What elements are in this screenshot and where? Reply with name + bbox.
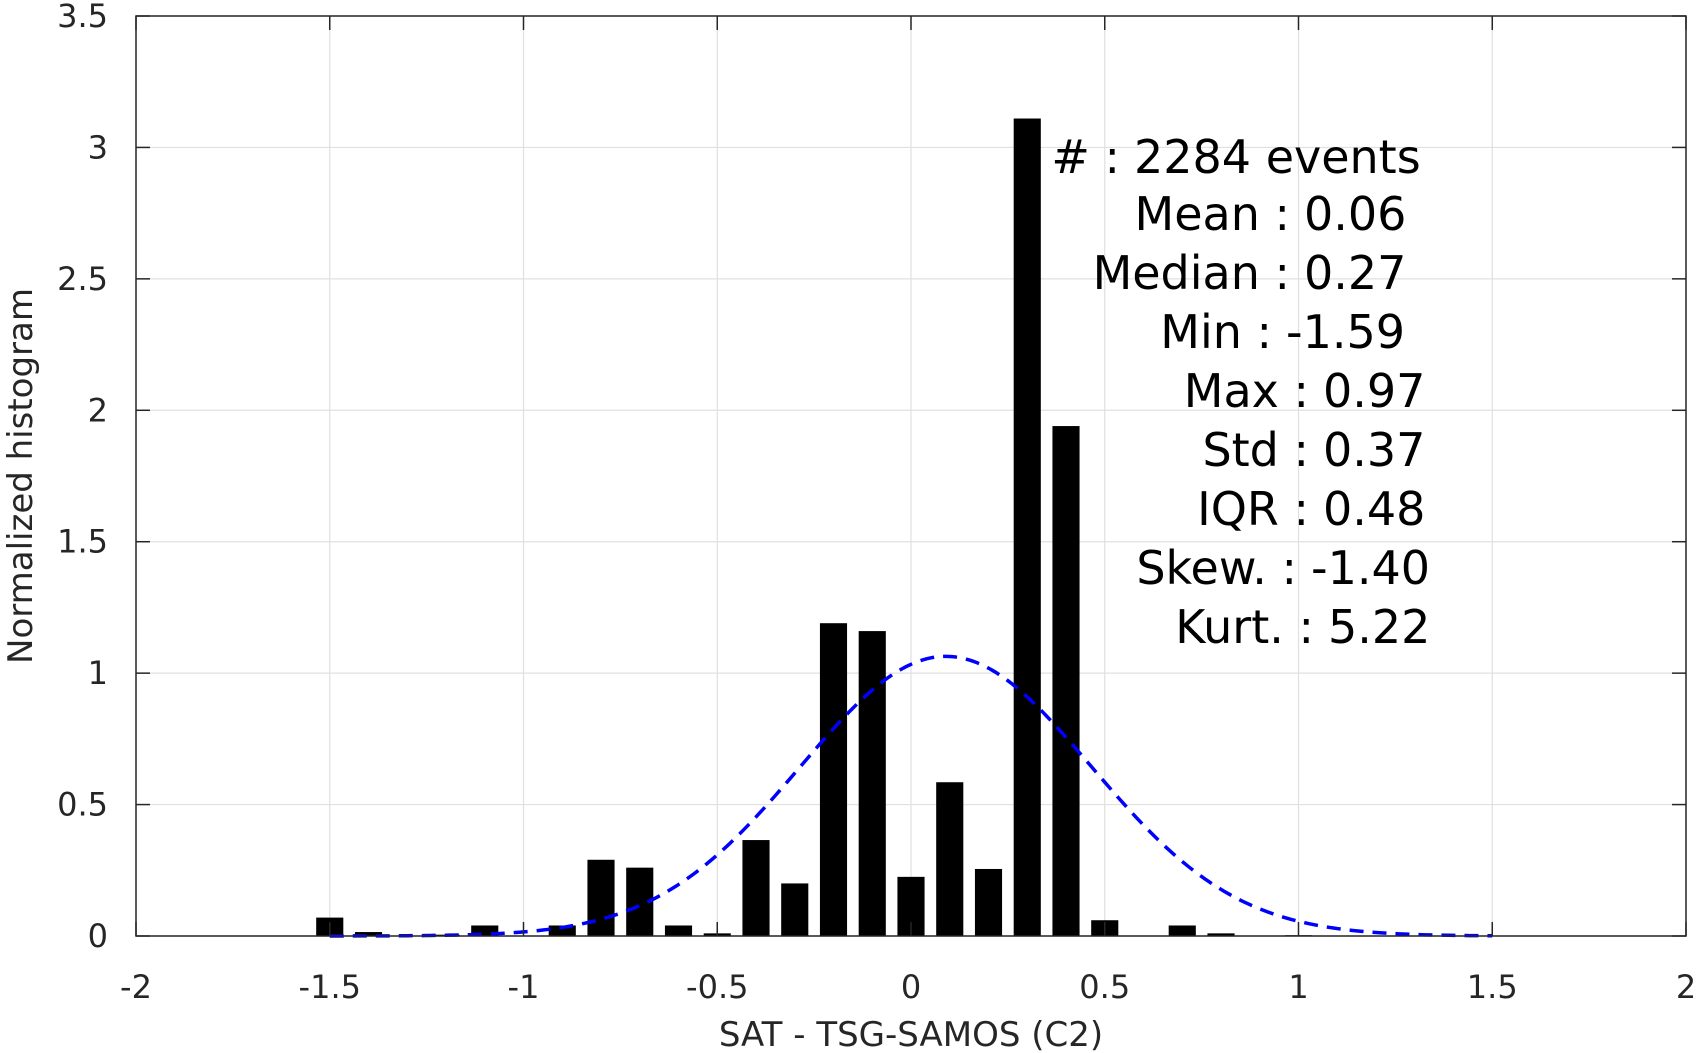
stat-label: Std : — [1202, 423, 1309, 477]
histogram-bar — [354, 932, 383, 936]
stat-value: 0.27 — [1304, 246, 1406, 300]
x-tick-label: 1 — [1288, 968, 1308, 1006]
x-tick-label: -1.5 — [299, 968, 361, 1006]
x-tick-label: 2 — [1676, 968, 1696, 1006]
stat-value: 0.37 — [1323, 423, 1425, 477]
x-tick-label: 0 — [901, 968, 921, 1006]
histogram-bar — [587, 859, 615, 936]
y-tick-labels: 0 0.5 1 1.5 2 2.5 3 3.5 — [57, 0, 108, 955]
histogram-bar — [974, 868, 1003, 936]
stat-label: Median : — [1093, 246, 1290, 300]
stat-value: -1.59 — [1286, 305, 1405, 359]
histogram-bar — [1207, 933, 1235, 936]
x-tick-label: 0.5 — [1079, 968, 1130, 1006]
stat-value: 2284 events — [1134, 130, 1421, 184]
histogram-bar — [1013, 118, 1041, 936]
histogram-bar — [819, 623, 848, 936]
y-tick-label: 3.5 — [57, 0, 108, 35]
x-tick-label: -1 — [508, 968, 540, 1006]
y-axis-label: Normalized histogram — [1, 288, 41, 664]
x-tick-labels: -2 -1.5 -1 -0.5 0 0.5 1 1.5 2 — [120, 968, 1696, 1006]
stat-value: 0.06 — [1304, 187, 1406, 241]
stat-value: 0.48 — [1323, 482, 1425, 536]
y-tick-label: 0 — [88, 917, 108, 955]
stat-label: Min : — [1160, 305, 1272, 359]
y-tick-label: 1.5 — [57, 523, 108, 561]
x-tick-label: -2 — [120, 968, 152, 1006]
x-tick-label: 1.5 — [1467, 968, 1518, 1006]
stat-label: Kurt. : — [1175, 600, 1314, 654]
histogram-bar — [936, 782, 964, 936]
histogram-bar — [742, 840, 770, 936]
y-tick-label: 2 — [88, 391, 108, 429]
stat-label: Mean : — [1135, 187, 1290, 241]
stat-value: 5.22 — [1328, 600, 1430, 654]
histogram-bar — [1168, 925, 1196, 936]
y-tick-label: 3 — [88, 128, 108, 166]
stat-value: 0.97 — [1323, 364, 1425, 418]
stat-value: -1.40 — [1311, 541, 1430, 595]
x-axis-label: SAT - TSG-SAMOS (C2) — [719, 1015, 1103, 1053]
stat-label: IQR : — [1197, 482, 1309, 536]
histogram-bar — [858, 631, 886, 936]
y-tick-label: 1 — [88, 654, 108, 692]
histogram-bar — [781, 883, 809, 936]
x-tick-label: -0.5 — [686, 968, 748, 1006]
histogram-bar — [471, 925, 499, 936]
stat-label: Max : — [1184, 364, 1309, 418]
histogram-bar — [1052, 426, 1080, 936]
y-tick-label: 0.5 — [57, 786, 108, 824]
histogram-bar — [548, 925, 576, 936]
axis-ticks — [135, 15, 1687, 937]
stat-label: # : — [1051, 130, 1120, 184]
stat-label: Skew. : — [1136, 541, 1297, 595]
y-tick-label: 2.5 — [57, 260, 108, 298]
histogram-bar — [664, 925, 693, 936]
